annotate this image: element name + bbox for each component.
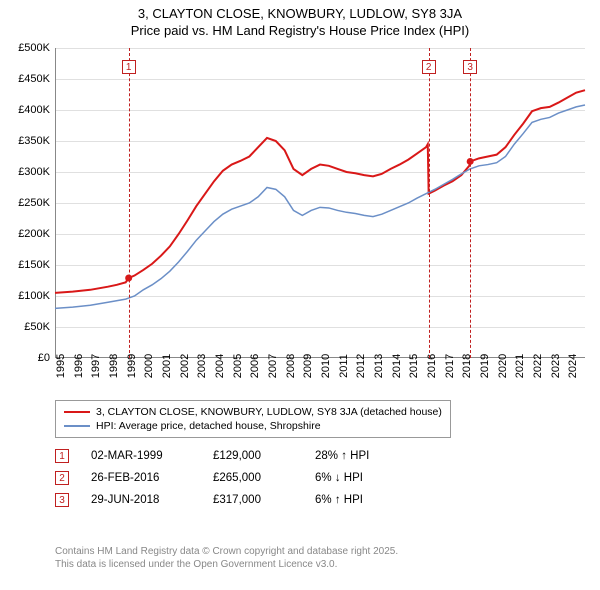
event-marker-icon: 1 (55, 449, 69, 463)
y-tick-label: £200K (0, 228, 50, 240)
series-line-hpi (55, 105, 585, 308)
legend-swatch (64, 411, 90, 414)
event-date: 29-JUN-2018 (91, 494, 191, 506)
x-tick-label: 2006 (249, 354, 261, 378)
x-tick-label: 1996 (73, 354, 85, 378)
y-tick-label: £50K (0, 321, 50, 333)
x-tick-label: 2018 (461, 354, 473, 378)
x-tick-label: 2021 (514, 354, 526, 378)
event-price: £265,000 (213, 472, 293, 484)
x-tick-label: 2002 (179, 354, 191, 378)
x-tick-label: 2020 (497, 354, 509, 378)
event-date: 02-MAR-1999 (91, 450, 191, 462)
y-tick-label: £350K (0, 135, 50, 147)
events-table: 1 02-MAR-1999 £129,000 28% ↑ HPI 2 26-FE… (55, 445, 405, 511)
x-tick-label: 2009 (302, 354, 314, 378)
event-date: 26-FEB-2016 (91, 472, 191, 484)
x-tick-label: 1995 (55, 354, 67, 378)
y-tick-label: £0 (0, 352, 50, 364)
x-tick-label: 2001 (161, 354, 173, 378)
y-tick-label: £150K (0, 259, 50, 271)
footer-line: Contains HM Land Registry data © Crown c… (55, 545, 398, 558)
x-tick-label: 2024 (567, 354, 579, 378)
x-tick-label: 1997 (90, 354, 102, 378)
y-tick-label: £100K (0, 290, 50, 302)
event-marker-icon: 2 (55, 471, 69, 485)
event-pct: 6% ↑ HPI (315, 494, 405, 506)
event-marker-on-chart: 3 (463, 60, 477, 74)
event-pct: 6% ↓ HPI (315, 472, 405, 484)
x-tick-label: 2019 (479, 354, 491, 378)
x-tick-label: 2014 (391, 354, 403, 378)
event-price: £129,000 (213, 450, 293, 462)
x-tick-label: 1998 (108, 354, 120, 378)
legend-item: HPI: Average price, detached house, Shro… (64, 419, 442, 433)
event-row: 1 02-MAR-1999 £129,000 28% ↑ HPI (55, 445, 405, 467)
legend-swatch (64, 425, 90, 427)
footer-line: This data is licensed under the Open Gov… (55, 558, 398, 571)
x-tick-label: 2004 (214, 354, 226, 378)
x-tick-label: 2016 (426, 354, 438, 378)
event-row: 2 26-FEB-2016 £265,000 6% ↓ HPI (55, 467, 405, 489)
y-tick-label: £400K (0, 104, 50, 116)
legend-item: 3, CLAYTON CLOSE, KNOWBURY, LUDLOW, SY8 … (64, 405, 442, 419)
x-tick-label: 2013 (373, 354, 385, 378)
x-tick-label: 1999 (126, 354, 138, 378)
chart-title: 3, CLAYTON CLOSE, KNOWBURY, LUDLOW, SY8 … (0, 0, 600, 21)
x-tick-label: 2008 (285, 354, 297, 378)
event-row: 3 29-JUN-2018 £317,000 6% ↑ HPI (55, 489, 405, 511)
x-tick-label: 2011 (338, 354, 350, 378)
event-pct: 28% ↑ HPI (315, 450, 405, 462)
x-tick-label: 2000 (143, 354, 155, 378)
series-line-price_paid (55, 90, 585, 293)
event-marker-icon: 3 (55, 493, 69, 507)
legend-label: 3, CLAYTON CLOSE, KNOWBURY, LUDLOW, SY8 … (96, 406, 442, 418)
chart-subtitle: Price paid vs. HM Land Registry's House … (0, 21, 600, 42)
event-price: £317,000 (213, 494, 293, 506)
y-tick-label: £450K (0, 73, 50, 85)
y-tick-label: £300K (0, 166, 50, 178)
event-marker-on-chart: 2 (422, 60, 436, 74)
footer-attribution: Contains HM Land Registry data © Crown c… (55, 545, 398, 571)
x-tick-label: 2007 (267, 354, 279, 378)
x-tick-label: 2003 (196, 354, 208, 378)
x-tick-label: 2005 (232, 354, 244, 378)
x-tick-label: 2015 (408, 354, 420, 378)
x-tick-label: 2012 (355, 354, 367, 378)
x-tick-label: 2022 (532, 354, 544, 378)
x-tick-label: 2010 (320, 354, 332, 378)
chart-container: 3, CLAYTON CLOSE, KNOWBURY, LUDLOW, SY8 … (0, 0, 600, 590)
event-marker-on-chart: 1 (122, 60, 136, 74)
x-tick-label: 2023 (550, 354, 562, 378)
y-tick-label: £250K (0, 197, 50, 209)
chart-lines (55, 48, 585, 358)
legend-label: HPI: Average price, detached house, Shro… (96, 420, 321, 432)
legend: 3, CLAYTON CLOSE, KNOWBURY, LUDLOW, SY8 … (55, 400, 451, 438)
y-tick-label: £500K (0, 42, 50, 54)
x-tick-label: 2017 (444, 354, 456, 378)
